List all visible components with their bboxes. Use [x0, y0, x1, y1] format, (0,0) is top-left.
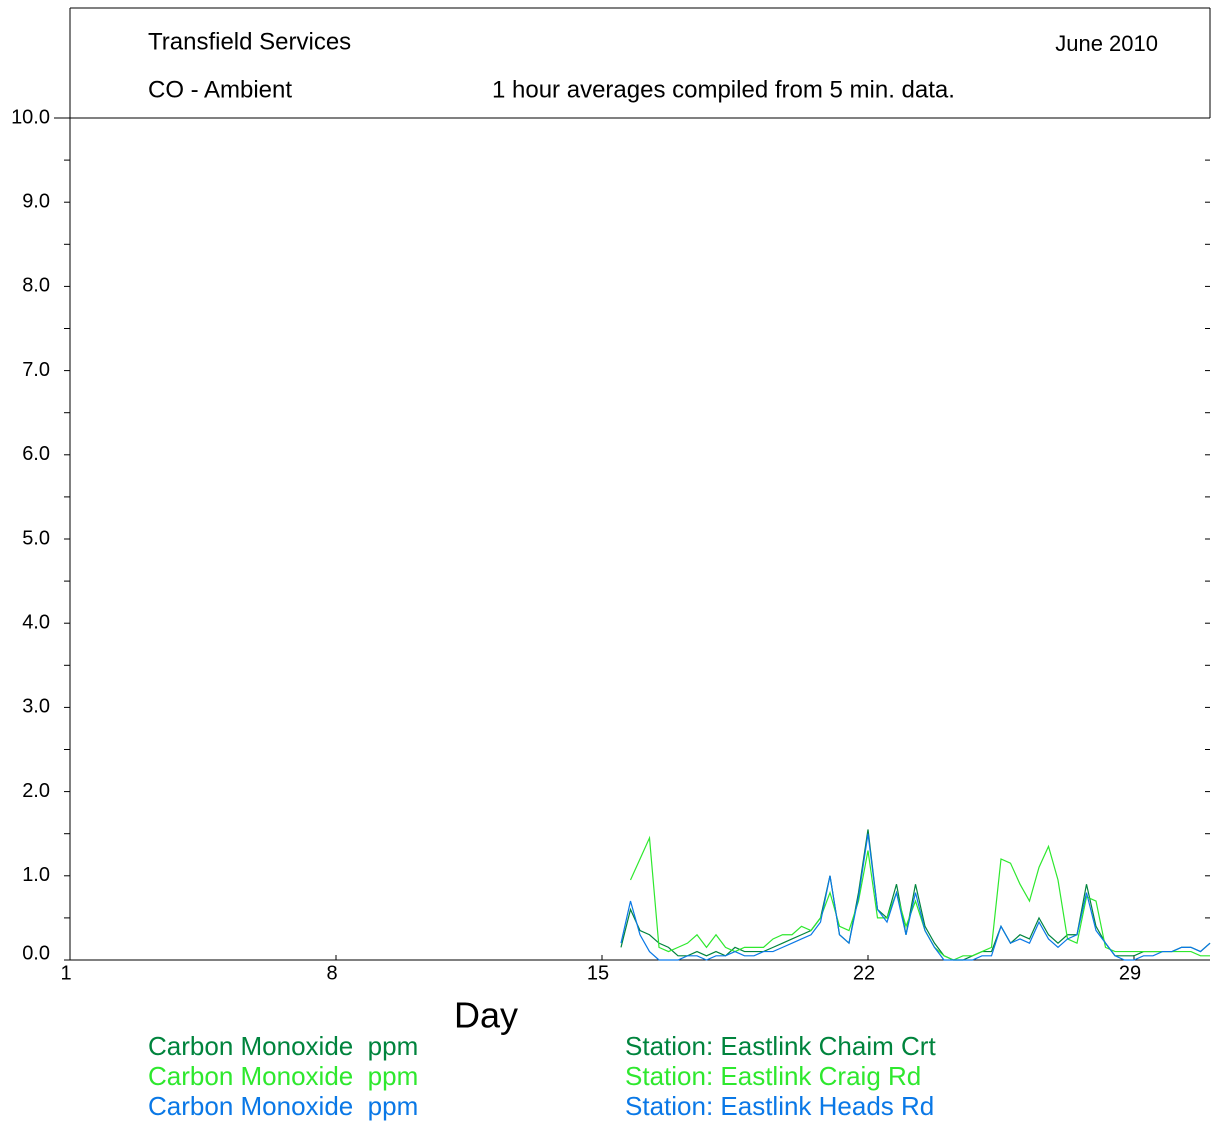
y-tick-label: 6.0	[22, 443, 50, 465]
x-axis-label: Day	[454, 995, 518, 1036]
x-tick-label: 8	[326, 962, 337, 984]
x-tick-label: 1	[60, 962, 71, 984]
y-tick-label: 0.0	[22, 942, 50, 964]
chart-subtitle: CO - Ambient	[148, 76, 292, 103]
y-tick-label: 9.0	[22, 190, 50, 212]
legend-name: Carbon Monoxide ppm	[148, 1061, 418, 1091]
series-line	[620, 833, 1211, 961]
y-tick-label: 8.0	[22, 275, 50, 297]
y-tick-label: 5.0	[22, 527, 50, 549]
chart-date: June 2010	[1055, 31, 1158, 56]
chart-title: Transfield Services	[148, 28, 351, 55]
y-tick-label: 1.0	[22, 864, 50, 886]
y-tick-label: 7.0	[22, 359, 50, 381]
x-tick-label: 22	[853, 962, 875, 984]
legend-name: Carbon Monoxide ppm	[148, 1031, 418, 1061]
x-tick-label: 29	[1119, 962, 1141, 984]
y-tick-label: 10.0	[11, 106, 50, 128]
y-tick-label: 4.0	[22, 611, 50, 633]
legend-station: Station: Eastlink Heads Rd	[625, 1091, 934, 1121]
legend-station: Station: Eastlink Craig Rd	[625, 1061, 921, 1091]
x-tick-label: 15	[587, 962, 609, 984]
y-tick-label: 3.0	[22, 696, 50, 718]
series-line	[629, 835, 1210, 961]
legend-name: Carbon Monoxide ppm	[148, 1091, 418, 1121]
legend-station: Station: Eastlink Chaim Crt	[625, 1031, 936, 1061]
y-tick-label: 2.0	[22, 780, 50, 802]
chart-note: 1 hour averages compiled from 5 min. dat…	[492, 76, 955, 103]
